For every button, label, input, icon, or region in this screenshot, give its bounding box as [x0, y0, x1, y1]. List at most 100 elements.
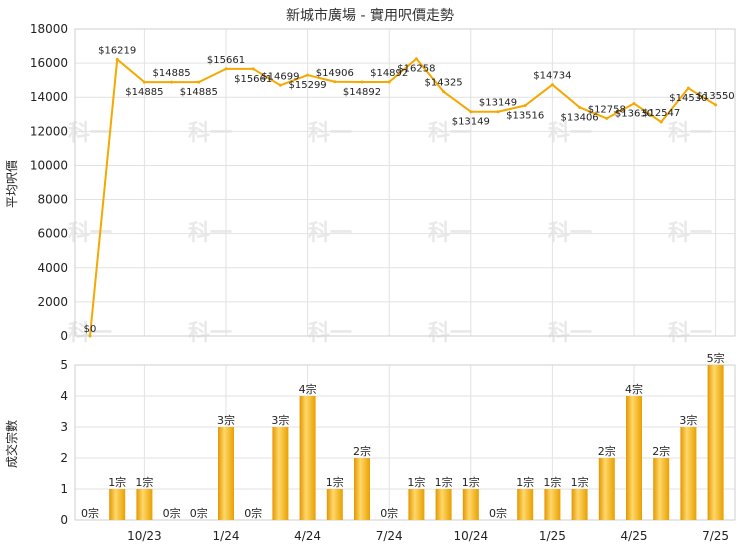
price-y-tick-label: 8000 — [37, 193, 68, 207]
price-point — [333, 80, 337, 84]
transaction-bar — [218, 427, 234, 520]
transaction-bar — [109, 489, 126, 520]
transaction-data-label: 2宗 — [598, 444, 616, 458]
price-point — [115, 57, 119, 61]
axes-layer — [74, 28, 736, 521]
price-y-tick-label: 12000 — [30, 124, 68, 138]
price-data-label: $12758 — [588, 104, 626, 115]
price-point — [605, 116, 609, 120]
transaction-bar — [408, 489, 425, 520]
transaction-bar — [326, 489, 343, 520]
transactions-y-tick-label: 1 — [60, 482, 68, 496]
transaction-bar — [598, 458, 615, 520]
y-axis-label-price: 平均呎價 — [5, 160, 19, 208]
price-data-label: $12547 — [642, 108, 680, 119]
price-data-label: $13149 — [479, 98, 517, 109]
transaction-data-label: 4宗 — [299, 382, 317, 396]
transaction-bar — [354, 458, 370, 520]
price-point — [469, 110, 473, 114]
transaction-bar — [707, 365, 724, 520]
price-data-label: $13149 — [452, 117, 490, 128]
x-tick-label: 10/23 — [127, 529, 162, 543]
transaction-data-label: 0宗 — [190, 506, 208, 520]
price-y-tick-label: 16000 — [30, 56, 68, 70]
transaction-data-label: 1宗 — [571, 475, 589, 489]
price-data-label: $13406 — [561, 112, 599, 123]
x-tick-label: 10/24 — [454, 529, 489, 543]
price-point — [714, 103, 718, 107]
price-data-label: $15299 — [289, 80, 327, 91]
price-point — [496, 110, 500, 114]
price-point — [578, 105, 582, 109]
chart-title: 新城市廣場 - 實用呎價走勢 — [286, 7, 454, 24]
transaction-data-label: 1宗 — [543, 475, 561, 489]
x-tick-label: 1/24 — [213, 529, 240, 543]
price-data-label: $14530 — [669, 93, 707, 104]
price-y-tick-label: 14000 — [30, 90, 68, 104]
price-y-tick-label: 2000 — [37, 295, 68, 309]
transaction-bar — [136, 489, 153, 520]
price-data-label: $14892 — [370, 68, 408, 79]
labels-layer: 10/23 1/24 4/24 7/24 10/24 1/25 4/25 7/25 0 2000 4… — [30, 22, 735, 543]
transactions-y-tick-label: 5 — [60, 358, 68, 372]
transaction-data-label: 1宗 — [108, 475, 126, 489]
line-layer — [88, 57, 718, 338]
price-point — [523, 103, 527, 107]
transaction-data-label: 1宗 — [435, 475, 453, 489]
transaction-bar — [462, 489, 479, 520]
price-data-label: $14325 — [425, 78, 463, 89]
watermark-text: 科一 — [188, 121, 232, 146]
bars-layer — [109, 365, 724, 520]
transaction-data-label: 3宗 — [217, 413, 235, 427]
price-data-label: $14885 — [180, 87, 218, 98]
transactions-y-tick-label: 2 — [60, 451, 68, 465]
price-data-label: $14734 — [533, 71, 571, 82]
price-data-label: $13550 — [697, 91, 735, 102]
price-point — [686, 86, 690, 90]
price-point — [306, 73, 310, 77]
transaction-bar — [517, 489, 534, 520]
price-point — [632, 102, 636, 106]
transaction-data-label: 1宗 — [407, 475, 425, 489]
transaction-bar — [653, 458, 670, 520]
watermark-text: 科一 — [428, 121, 472, 146]
price-point — [142, 80, 146, 84]
transactions-y-tick-label: 0 — [60, 513, 68, 527]
price-point — [197, 80, 201, 84]
price-data-label: $15661 — [207, 55, 245, 66]
price-data-label: $0 — [84, 324, 97, 335]
transactions-y-tick-label: 3 — [60, 420, 68, 434]
price-point — [224, 67, 228, 71]
x-tick-label: 7/24 — [376, 529, 403, 543]
transaction-data-label: 1宗 — [326, 475, 344, 489]
watermark-text: 科一 — [668, 321, 712, 346]
transaction-bar — [571, 489, 588, 520]
transaction-data-label: 1宗 — [516, 475, 534, 489]
price-point — [387, 80, 391, 84]
watermark-text: 科一 — [548, 321, 592, 346]
price-y-tick-label: 4000 — [37, 261, 68, 275]
watermark-text: 科一 — [668, 121, 712, 146]
price-point — [88, 334, 92, 338]
transactions-y-tick-label: 4 — [60, 389, 68, 403]
price-point — [414, 57, 418, 61]
price-data-label: $16258 — [397, 64, 435, 75]
price-point — [251, 67, 255, 71]
price-point — [360, 80, 364, 84]
price-data-label: $16219 — [98, 45, 136, 56]
transaction-data-label: 4宗 — [625, 382, 643, 396]
transaction-data-label: 0宗 — [489, 506, 507, 520]
price-point — [659, 120, 663, 124]
price-y-tick-label: 0 — [60, 329, 68, 343]
price-y-tick-label: 18000 — [30, 22, 68, 36]
transaction-data-label: 2宗 — [353, 444, 371, 458]
transaction-data-label: 0宗 — [380, 506, 398, 520]
price-data-label: $14885 — [153, 68, 191, 79]
transaction-data-label: 3宗 — [679, 413, 697, 427]
x-tick-label: 4/24 — [294, 529, 321, 543]
price-data-label: $15661 — [234, 74, 272, 85]
transaction-bar — [626, 396, 642, 520]
watermark-text: 科一 — [548, 121, 592, 146]
